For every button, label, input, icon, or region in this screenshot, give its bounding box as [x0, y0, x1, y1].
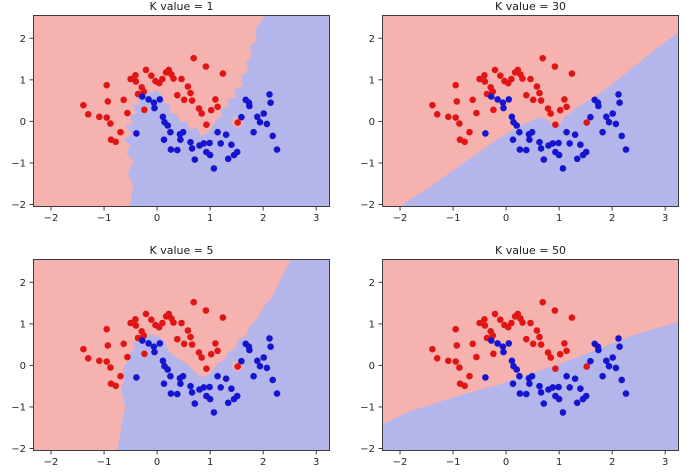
- svg-text:3: 3: [662, 457, 668, 468]
- svg-text:0: 0: [154, 213, 160, 224]
- subplot-k30: K value = 30 −2 −1 0 1 2 3 −2 −1 0 1 2: [360, 0, 679, 224]
- plot-area-k30: −2 −1 0 1 2 3 −2 −1 0 1 2: [360, 15, 679, 224]
- svg-text:3: 3: [662, 213, 668, 224]
- svg-text:−2: −2: [11, 200, 26, 211]
- svg-text:1: 1: [556, 457, 562, 468]
- svg-text:−2: −2: [44, 213, 59, 224]
- subplot-title-k5: K value = 5: [149, 244, 214, 257]
- svg-text:3: 3: [313, 213, 319, 224]
- subplot-k50: K value = 50 −2 −1 0 1 2 3 −2 −1 0 1 2: [360, 244, 679, 468]
- svg-text:0: 0: [503, 213, 509, 224]
- svg-text:−2: −2: [44, 457, 59, 468]
- subplot-k1: K value = 1 −2 −1 0 1 2 3 −2 −1 0 1 2: [11, 0, 330, 224]
- svg-text:−1: −1: [360, 158, 375, 169]
- svg-text:0: 0: [503, 457, 509, 468]
- svg-text:3: 3: [313, 457, 319, 468]
- svg-text:2: 2: [20, 34, 26, 45]
- plot-area-k1: −2 −1 0 1 2 3 −2 −1 0 1 2: [11, 15, 330, 224]
- subplot-title-k1: K value = 1: [149, 0, 214, 13]
- svg-text:1: 1: [207, 213, 213, 224]
- svg-text:−1: −1: [11, 402, 26, 413]
- svg-text:−1: −1: [11, 158, 26, 169]
- svg-text:0: 0: [154, 457, 160, 468]
- svg-text:2: 2: [260, 457, 266, 468]
- svg-text:2: 2: [369, 34, 375, 45]
- svg-text:−1: −1: [97, 213, 112, 224]
- svg-text:1: 1: [207, 457, 213, 468]
- svg-text:2: 2: [260, 213, 266, 224]
- plot-area-k50: −2 −1 0 1 2 3 −2 −1 0 1 2: [360, 259, 679, 468]
- svg-text:−2: −2: [393, 213, 408, 224]
- svg-text:1: 1: [20, 75, 26, 86]
- svg-text:2: 2: [609, 457, 615, 468]
- svg-text:1: 1: [369, 75, 375, 86]
- svg-text:1: 1: [369, 319, 375, 330]
- svg-text:−1: −1: [360, 402, 375, 413]
- svg-text:0: 0: [369, 361, 375, 372]
- subplot-title-k50: K value = 50: [495, 244, 566, 257]
- plot-area-k5: −2 −1 0 1 2 3 −2 −1 0 1 2: [11, 259, 330, 468]
- subplot-k5: K value = 5 −2 −1 0 1 2 3 −2 −1 0 1 2: [11, 244, 330, 468]
- svg-text:−2: −2: [11, 444, 26, 455]
- svg-text:1: 1: [556, 213, 562, 224]
- svg-text:2: 2: [20, 278, 26, 289]
- svg-text:−1: −1: [446, 213, 461, 224]
- svg-text:−2: −2: [360, 444, 375, 455]
- svg-text:0: 0: [20, 361, 26, 372]
- svg-text:0: 0: [369, 117, 375, 128]
- svg-text:−1: −1: [446, 457, 461, 468]
- svg-text:2: 2: [609, 213, 615, 224]
- svg-text:−2: −2: [360, 200, 375, 211]
- subplot-title-k30: K value = 30: [495, 0, 566, 13]
- svg-text:−2: −2: [393, 457, 408, 468]
- svg-text:0: 0: [20, 117, 26, 128]
- svg-text:−1: −1: [97, 457, 112, 468]
- svg-text:1: 1: [20, 319, 26, 330]
- svg-text:2: 2: [369, 278, 375, 289]
